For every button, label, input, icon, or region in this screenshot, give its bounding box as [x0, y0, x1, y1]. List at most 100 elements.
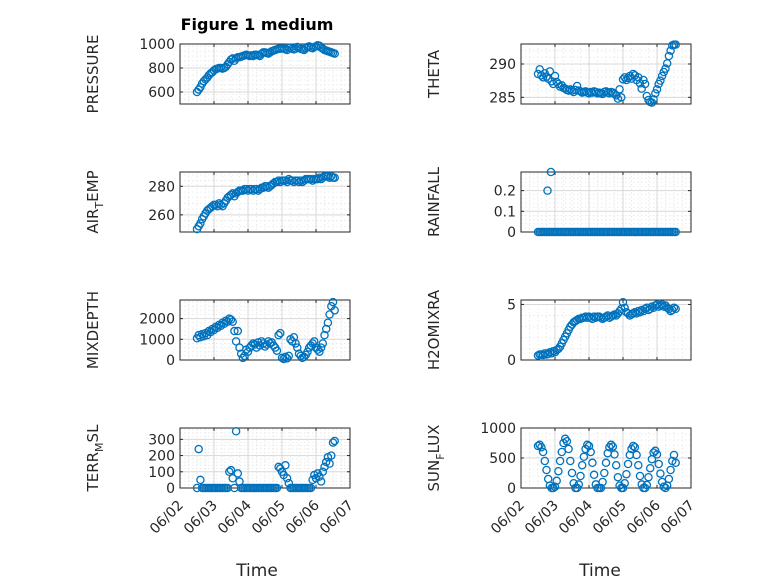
- data-point: [656, 469, 665, 478]
- data-point: [281, 352, 290, 362]
- data-point: [664, 474, 674, 484]
- data-point: [546, 167, 556, 177]
- y-tick-label: 0: [507, 353, 516, 369]
- data-point: [328, 438, 338, 447]
- y-tick-label: 0: [166, 481, 175, 497]
- data-point: [623, 459, 633, 469]
- y-tick-label: 300: [148, 432, 175, 448]
- y-tick-label: 2000: [139, 312, 175, 328]
- data-point: [557, 447, 567, 457]
- axes-frame: [179, 171, 351, 233]
- x-axis-label-right: Time: [578, 561, 621, 581]
- data-point: [262, 182, 271, 191]
- data-point: [598, 477, 607, 487]
- y-axis-label: PRESSURE: [84, 35, 102, 114]
- figure-title: Figure 1 medium: [181, 15, 334, 34]
- data-point: [634, 73, 643, 82]
- data-point: [330, 49, 339, 58]
- data-point: [226, 465, 236, 475]
- data-point: [577, 460, 587, 470]
- y-tick-label: 0.1: [494, 204, 516, 220]
- data-point: [281, 461, 290, 470]
- data-point: [620, 478, 629, 488]
- data-point: [318, 339, 328, 348]
- x-axis-label-left: Time: [235, 561, 278, 581]
- data-point: [588, 458, 597, 468]
- subplot-6: 0 5 H2OMIXRA: [425, 289, 692, 370]
- data-point: [611, 460, 621, 470]
- data-point: [330, 436, 339, 446]
- data-point: [657, 71, 667, 81]
- data-point: [654, 459, 663, 469]
- data-point: [284, 351, 294, 361]
- data-point: [282, 474, 292, 483]
- axes-frame: [179, 43, 351, 105]
- y-tick-label: 260: [148, 208, 175, 224]
- data-point: [628, 441, 638, 451]
- data-point: [630, 442, 640, 452]
- data-point: [567, 468, 577, 478]
- data-point: [656, 76, 665, 85]
- data-point: [661, 483, 670, 493]
- data-point: [327, 451, 336, 460]
- y-tick-label: 1000: [480, 421, 516, 437]
- data-point: [671, 227, 680, 237]
- data-point: [574, 480, 584, 489]
- y-tick-label: 285: [489, 90, 516, 106]
- data-point: [549, 483, 558, 493]
- data-point: [226, 315, 236, 324]
- y-tick-label: 0: [507, 225, 516, 241]
- data-point: [196, 475, 205, 485]
- data-point: [555, 456, 565, 466]
- data-point: [535, 65, 544, 74]
- y-axis-label: RAINFALL: [425, 166, 443, 237]
- data-point: [664, 51, 674, 61]
- data-point: [649, 95, 658, 104]
- data-point: [579, 452, 589, 462]
- data-point: [316, 343, 326, 352]
- axes-frame: [520, 43, 692, 105]
- data-point: [228, 474, 237, 483]
- y-tick-label: 280: [148, 179, 175, 195]
- data-point: [542, 465, 551, 475]
- data-point: [608, 311, 618, 320]
- data-point: [671, 304, 680, 314]
- axes-frame: [179, 299, 351, 361]
- data-point: [550, 482, 560, 492]
- subplot-4: 0 0.1 0.2 RAINFALL: [425, 166, 692, 241]
- data-point: [543, 186, 552, 195]
- data-point: [669, 450, 679, 460]
- data-point: [640, 79, 650, 89]
- data-point: [566, 456, 575, 466]
- y-axis-label: THETA: [425, 49, 443, 99]
- data-point: [545, 67, 555, 76]
- y-tick-label: 100: [148, 465, 175, 481]
- data-point: [303, 347, 312, 356]
- y-axis-label: AIRTEMP: [84, 170, 106, 233]
- data-point: [197, 329, 207, 339]
- data-point: [330, 173, 339, 182]
- data-point: [550, 71, 560, 81]
- y-tick-label: 200: [148, 449, 175, 465]
- data-point: [666, 465, 675, 475]
- y-axis-label: H2OMIXRA: [425, 289, 443, 370]
- data-point: [554, 466, 563, 476]
- data-point: [601, 458, 611, 468]
- subplot-3: 260 280 AIRTEMP: [84, 170, 351, 234]
- y-tick-label: 500: [489, 451, 516, 467]
- data-point: [634, 460, 643, 470]
- data-point: [325, 310, 334, 319]
- data-point: [325, 173, 334, 182]
- data-point: [272, 346, 282, 355]
- data-point: [639, 75, 648, 85]
- data-point: [243, 347, 253, 356]
- y-tick-label: 0.2: [494, 184, 516, 200]
- data-point: [644, 472, 653, 482]
- data-point: [231, 337, 241, 346]
- data-point: [330, 306, 339, 315]
- data-point: [313, 174, 322, 184]
- data-point: [552, 476, 561, 486]
- data-point: [538, 447, 548, 457]
- data-point: [600, 468, 609, 478]
